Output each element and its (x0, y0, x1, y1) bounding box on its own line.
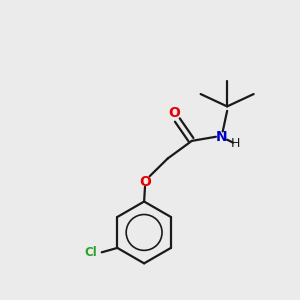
Text: N: N (215, 130, 227, 144)
Text: Cl: Cl (84, 246, 97, 259)
Text: O: O (168, 106, 180, 120)
Text: H: H (231, 137, 240, 150)
Text: O: O (140, 175, 152, 188)
